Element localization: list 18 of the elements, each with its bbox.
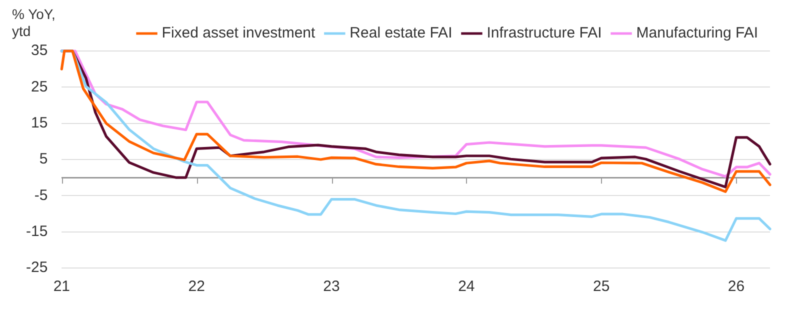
y-tick-label: -15 bbox=[26, 222, 48, 240]
x-tick-label: 23 bbox=[323, 278, 340, 296]
y-tick-label: 35 bbox=[30, 42, 48, 60]
x-tick-label: 22 bbox=[188, 278, 205, 296]
y-tick-label: 25 bbox=[30, 78, 48, 96]
legend-label: Fixed asset investment bbox=[162, 24, 316, 42]
x-tick-label: 26 bbox=[728, 278, 745, 296]
x-tick-label: 24 bbox=[458, 278, 475, 296]
y-axis-title: % YoY, ytd bbox=[12, 6, 56, 39]
legend-label: Infrastructure FAI bbox=[486, 24, 602, 42]
x-tick-label: 21 bbox=[53, 278, 70, 296]
legend-label: Manufacturing FAI bbox=[636, 24, 758, 42]
y-tick-label: 15 bbox=[30, 114, 48, 132]
y-tick-label: -25 bbox=[26, 259, 48, 276]
x-tick-label: 25 bbox=[593, 278, 610, 296]
y-tick-label: 5 bbox=[39, 150, 48, 168]
y-tick-label: -5 bbox=[34, 186, 48, 204]
legend-label: Real estate FAI bbox=[350, 24, 452, 42]
